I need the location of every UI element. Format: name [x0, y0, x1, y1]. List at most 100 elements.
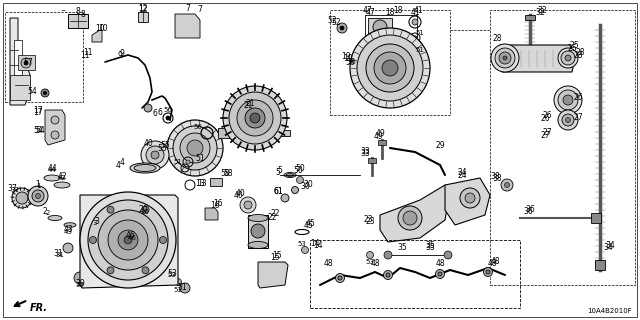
Text: 23: 23: [365, 218, 375, 227]
Circle shape: [98, 210, 158, 270]
Circle shape: [384, 251, 392, 259]
Circle shape: [151, 151, 159, 159]
Bar: [490, 10, 635, 285]
Text: 27: 27: [540, 131, 550, 140]
Text: 14: 14: [310, 238, 320, 247]
Circle shape: [237, 100, 273, 136]
Text: 26: 26: [542, 110, 552, 119]
Circle shape: [245, 108, 265, 128]
Text: 48: 48: [435, 259, 445, 268]
Circle shape: [124, 236, 132, 244]
Circle shape: [367, 252, 374, 259]
Ellipse shape: [287, 173, 294, 177]
Polygon shape: [595, 260, 605, 270]
Circle shape: [301, 246, 308, 253]
Text: 7: 7: [186, 4, 191, 12]
Text: 4: 4: [120, 157, 124, 166]
Polygon shape: [218, 128, 238, 138]
Text: 50: 50: [295, 164, 305, 172]
Text: 6: 6: [152, 108, 157, 117]
Text: 19: 19: [341, 52, 351, 60]
Text: 17: 17: [33, 108, 43, 116]
Text: 34: 34: [603, 244, 613, 252]
Text: 30: 30: [303, 180, 313, 188]
Text: 13: 13: [195, 179, 205, 188]
Circle shape: [32, 190, 44, 202]
Text: 21: 21: [245, 99, 255, 108]
Circle shape: [51, 131, 59, 139]
Circle shape: [435, 269, 445, 278]
Ellipse shape: [130, 227, 146, 233]
Circle shape: [337, 23, 347, 33]
Circle shape: [118, 230, 138, 250]
Text: 18: 18: [393, 5, 403, 14]
Text: 46: 46: [125, 231, 135, 241]
Circle shape: [491, 44, 519, 72]
Circle shape: [366, 44, 414, 92]
Circle shape: [504, 182, 509, 188]
Circle shape: [374, 52, 406, 84]
Text: 44: 44: [47, 167, 56, 173]
Text: 5: 5: [278, 165, 282, 174]
Text: 41: 41: [410, 7, 420, 17]
Circle shape: [357, 35, 423, 101]
Circle shape: [373, 20, 387, 34]
Text: 48: 48: [490, 257, 500, 266]
Circle shape: [80, 192, 176, 288]
Text: 52: 52: [331, 18, 341, 27]
Polygon shape: [10, 18, 30, 105]
Circle shape: [335, 274, 344, 283]
Text: 33: 33: [360, 147, 370, 156]
Polygon shape: [258, 262, 288, 288]
Text: 57: 57: [23, 58, 33, 67]
Text: 44: 44: [47, 164, 57, 172]
Text: 55: 55: [157, 143, 167, 153]
Circle shape: [24, 61, 28, 65]
Circle shape: [180, 133, 210, 163]
Circle shape: [244, 201, 252, 209]
Text: 41: 41: [413, 5, 423, 14]
Bar: [5, 12, 83, 102]
Text: 7: 7: [198, 4, 202, 13]
Text: 54: 54: [33, 125, 43, 134]
Circle shape: [229, 92, 281, 144]
Text: 38: 38: [490, 172, 500, 180]
Circle shape: [398, 206, 422, 230]
Circle shape: [465, 193, 475, 203]
Text: 3: 3: [95, 217, 99, 226]
Polygon shape: [378, 140, 386, 145]
Circle shape: [74, 272, 86, 284]
Text: 33: 33: [360, 148, 370, 157]
Text: 22: 22: [270, 209, 280, 218]
Circle shape: [35, 194, 40, 198]
Text: 51: 51: [173, 159, 182, 165]
Polygon shape: [14, 40, 22, 75]
Ellipse shape: [248, 242, 268, 249]
Polygon shape: [445, 178, 490, 225]
Text: 20: 20: [138, 205, 148, 214]
Circle shape: [499, 52, 511, 64]
Circle shape: [12, 188, 32, 208]
Text: 51: 51: [415, 47, 424, 53]
Ellipse shape: [44, 175, 60, 181]
Text: 14: 14: [313, 242, 323, 251]
Text: ─: ─: [61, 9, 65, 13]
Text: 36: 36: [525, 205, 535, 214]
Text: 53: 53: [168, 272, 177, 278]
Text: 40: 40: [233, 191, 243, 201]
Text: 17: 17: [33, 106, 43, 115]
Text: 13: 13: [197, 179, 207, 188]
Text: 31: 31: [56, 252, 65, 258]
Circle shape: [338, 276, 342, 280]
Text: 56: 56: [193, 124, 202, 130]
Text: 24: 24: [457, 167, 467, 177]
Ellipse shape: [54, 182, 70, 188]
Text: 50: 50: [293, 165, 303, 174]
Circle shape: [558, 90, 578, 110]
Circle shape: [340, 26, 344, 30]
Polygon shape: [248, 215, 268, 248]
Circle shape: [142, 206, 149, 213]
Circle shape: [28, 186, 48, 206]
Ellipse shape: [134, 164, 156, 172]
Text: FR.: FR.: [30, 303, 48, 313]
